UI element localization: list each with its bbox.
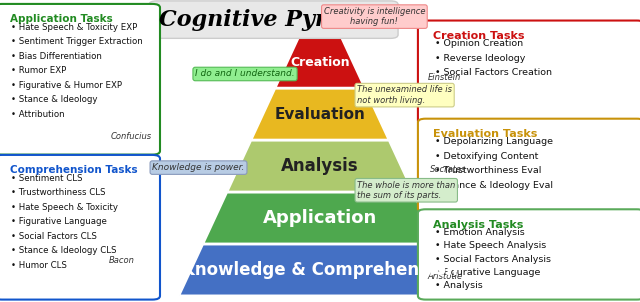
Text: • Trustworthiness Eval: • Trustworthiness Eval bbox=[435, 166, 541, 175]
Text: • Hate Speech & Toxicity EXP: • Hate Speech & Toxicity EXP bbox=[11, 23, 137, 32]
Text: • Sentiment CLS: • Sentiment CLS bbox=[11, 174, 83, 183]
Text: • Stance & Ideology CLS: • Stance & Ideology CLS bbox=[11, 246, 116, 255]
Text: Application: Application bbox=[263, 209, 377, 227]
Text: • Hate Speech & Toxicity: • Hate Speech & Toxicity bbox=[11, 203, 118, 212]
Text: Cognitive Pyramid: Cognitive Pyramid bbox=[159, 9, 388, 31]
Text: • Social Factors Analysis: • Social Factors Analysis bbox=[435, 255, 550, 264]
Text: • Figurative Language: • Figurative Language bbox=[435, 268, 540, 277]
Text: • Trustworthiness CLS: • Trustworthiness CLS bbox=[11, 188, 106, 197]
Text: • Reverse Ideology: • Reverse Ideology bbox=[435, 54, 525, 63]
Text: Knowledge is power.: Knowledge is power. bbox=[152, 163, 244, 172]
FancyBboxPatch shape bbox=[418, 209, 640, 300]
Text: Analysis: Analysis bbox=[281, 157, 359, 175]
Text: Analysis Tasks: Analysis Tasks bbox=[433, 220, 524, 230]
Text: Evaluation: Evaluation bbox=[275, 107, 365, 122]
Text: • Analysis: • Analysis bbox=[435, 281, 483, 290]
Text: • Emotion Analysis: • Emotion Analysis bbox=[435, 228, 524, 237]
Text: • Rumor EXP: • Rumor EXP bbox=[11, 66, 66, 75]
Text: The unexamined life is
not worth living.: The unexamined life is not worth living. bbox=[357, 85, 452, 105]
FancyBboxPatch shape bbox=[149, 1, 398, 38]
Text: • Social Factors CLS: • Social Factors CLS bbox=[11, 232, 97, 241]
Text: • Hate Speech Analysis: • Hate Speech Analysis bbox=[435, 241, 546, 250]
Polygon shape bbox=[252, 89, 388, 140]
Text: Socrates: Socrates bbox=[429, 165, 467, 174]
Text: • Attribution: • Attribution bbox=[11, 110, 65, 119]
Polygon shape bbox=[228, 141, 412, 191]
Text: Einstein: Einstein bbox=[428, 73, 461, 82]
Text: • Sentiment Trigger Extraction: • Sentiment Trigger Extraction bbox=[11, 37, 143, 46]
Polygon shape bbox=[276, 37, 364, 88]
Text: Confucius: Confucius bbox=[111, 132, 152, 141]
Text: Evaluation Tasks: Evaluation Tasks bbox=[433, 129, 538, 139]
Text: Comprehension Tasks: Comprehension Tasks bbox=[10, 165, 137, 175]
Text: Aristotle: Aristotle bbox=[428, 272, 462, 281]
Text: Creation Tasks: Creation Tasks bbox=[433, 31, 525, 41]
Text: Knowledge & Comprehension: Knowledge & Comprehension bbox=[182, 261, 458, 279]
Text: I do and I understand.: I do and I understand. bbox=[195, 69, 295, 79]
Text: • Figurative & Humor EXP: • Figurative & Humor EXP bbox=[11, 81, 122, 90]
Text: • Humor CLS: • Humor CLS bbox=[11, 261, 67, 270]
FancyBboxPatch shape bbox=[418, 21, 640, 124]
Text: • Bias Differentiation: • Bias Differentiation bbox=[11, 52, 102, 61]
FancyBboxPatch shape bbox=[418, 119, 640, 212]
Text: • Figurative Language: • Figurative Language bbox=[11, 217, 107, 226]
Text: The whole is more than
the sum of its parts.: The whole is more than the sum of its pa… bbox=[357, 181, 456, 200]
Text: • Stance & Ideology: • Stance & Ideology bbox=[11, 95, 97, 104]
Text: Application Tasks: Application Tasks bbox=[10, 14, 113, 24]
Text: • Detoxifying Content: • Detoxifying Content bbox=[435, 152, 538, 161]
FancyBboxPatch shape bbox=[0, 155, 160, 300]
Polygon shape bbox=[179, 245, 461, 295]
Text: • Opinion Creation: • Opinion Creation bbox=[435, 39, 523, 48]
Text: Creativity is intelligence
having fun!: Creativity is intelligence having fun! bbox=[324, 7, 425, 26]
Polygon shape bbox=[204, 193, 436, 243]
FancyBboxPatch shape bbox=[0, 4, 160, 155]
Text: Creation: Creation bbox=[290, 56, 350, 69]
Text: • Stance & Ideology Eval: • Stance & Ideology Eval bbox=[435, 181, 552, 190]
Text: • Social Factors Creation: • Social Factors Creation bbox=[435, 68, 552, 77]
Text: Bacon: Bacon bbox=[109, 256, 134, 265]
Text: • Depolarizing Language: • Depolarizing Language bbox=[435, 137, 552, 146]
